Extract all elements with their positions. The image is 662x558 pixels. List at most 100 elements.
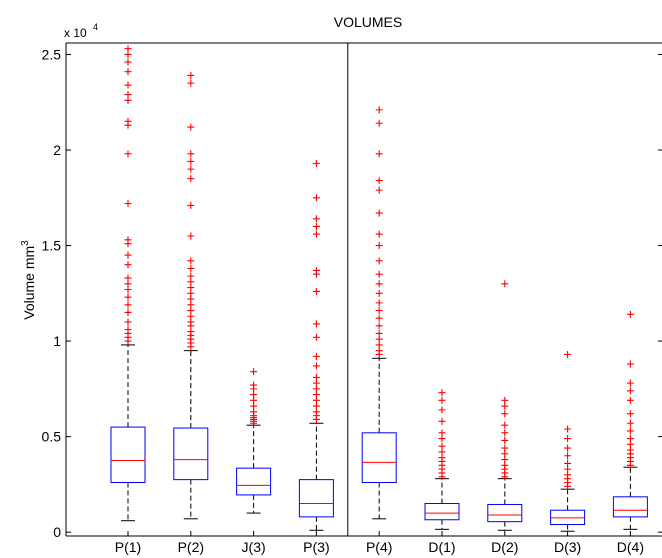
outlier-point (375, 186, 383, 194)
outlier-point (250, 381, 258, 389)
outlier-point (312, 215, 320, 223)
outlier-point (124, 261, 132, 269)
outlier-point (501, 429, 509, 437)
x-tick-label: P(1) (115, 539, 141, 555)
outlier-point (312, 159, 320, 167)
box-iqr (173, 427, 209, 481)
outlier-point (312, 287, 320, 295)
x-tick-label: J(3) (242, 539, 266, 555)
outlier-point (375, 257, 383, 265)
outlier-point (564, 425, 572, 433)
outlier-point (312, 362, 320, 370)
outlier-point (375, 230, 383, 238)
outlier-point (501, 280, 509, 288)
outlier-point (375, 242, 383, 250)
chart-title: VOLUMES (334, 14, 402, 30)
outlier-point (501, 444, 509, 452)
outlier-point (312, 266, 320, 274)
outlier-point (375, 177, 383, 185)
outlier-point (124, 91, 132, 99)
box-iqr (361, 432, 397, 483)
y-exponent-label: x 10 4 (64, 22, 98, 40)
box-iqr (110, 426, 146, 483)
outlier-point (187, 150, 195, 158)
outlier-point (501, 396, 509, 404)
y-tick-label: 2 (53, 142, 61, 158)
outlier-point (187, 123, 195, 131)
outlier-point (375, 209, 383, 217)
x-tick-label: P(2) (178, 539, 204, 555)
box-iqr (612, 496, 648, 518)
outlier-point (626, 310, 634, 318)
y-axis-label: Volume mm3 (20, 240, 37, 320)
outlier-point (626, 387, 634, 395)
outlier-point (124, 301, 132, 309)
outlier-point (124, 81, 132, 89)
x-tick-label: D(1) (428, 539, 455, 555)
outlier-point (564, 435, 572, 443)
x-tick-label: D(3) (554, 539, 581, 555)
outlier-point (626, 410, 634, 418)
y-exponent-base: x 10 (64, 26, 87, 40)
y-tick-label: 1.5 (42, 238, 62, 254)
outlier-point (564, 350, 572, 358)
x-tick-label: P(4) (366, 539, 392, 555)
outlier-point (375, 307, 383, 315)
outlier-point (564, 452, 572, 460)
outlier-point (124, 150, 132, 158)
outlier-point (626, 360, 634, 368)
outlier-point (187, 175, 195, 183)
x-tick-label: D(4) (617, 539, 644, 555)
outlier-point (375, 289, 383, 297)
outlier-point (626, 419, 634, 427)
outlier-point (438, 429, 446, 437)
outlier-point (626, 396, 634, 404)
y-tick-label: 0 (53, 524, 61, 540)
box-iqr (298, 479, 334, 518)
outlier-point (438, 442, 446, 450)
outlier-point (124, 236, 132, 244)
outlier-point (438, 396, 446, 404)
box-iqr (487, 503, 523, 523)
outlier-point (124, 251, 132, 259)
outlier-point (438, 389, 446, 397)
outlier-point (312, 320, 320, 328)
y-tick-label: 0.5 (42, 429, 62, 445)
outlier-point (375, 106, 383, 114)
outlier-point (124, 308, 132, 316)
outlier-point (187, 165, 195, 173)
outlier-point (626, 435, 634, 443)
outlier-point (312, 222, 320, 230)
outlier-point (375, 150, 383, 158)
outlier-point (312, 373, 320, 381)
outlier-point (564, 444, 572, 452)
outlier-point (250, 368, 258, 376)
outlier-point (124, 117, 132, 125)
plot-area: 0 0.5 1 1.5 2 2.5 P(1) P(2) J(3) P(3) P(4) D(1) D(2)… (42, 42, 662, 555)
y-axis-label-text: Volume mm (21, 246, 37, 320)
outlier-point (564, 459, 572, 467)
outlier-point (187, 272, 195, 280)
outlier-point (124, 200, 132, 208)
outlier-point (187, 157, 195, 165)
outlier-point (375, 119, 383, 127)
outlier-point (438, 406, 446, 414)
outlier-point (501, 436, 509, 444)
outlier-point (124, 326, 132, 334)
outlier-point (375, 299, 383, 307)
outlier-point (124, 318, 132, 326)
outlier-point (438, 417, 446, 425)
outlier-point (626, 427, 634, 435)
outlier-point (501, 410, 509, 418)
outlier-point (187, 257, 195, 265)
outlier-point (312, 230, 320, 238)
outlier-point (187, 79, 195, 87)
outlier-point (312, 352, 320, 360)
outlier-point (501, 421, 509, 429)
y-tick-label: 2.5 (42, 46, 62, 62)
outlier-point (626, 379, 634, 387)
outlier-point (187, 71, 195, 79)
